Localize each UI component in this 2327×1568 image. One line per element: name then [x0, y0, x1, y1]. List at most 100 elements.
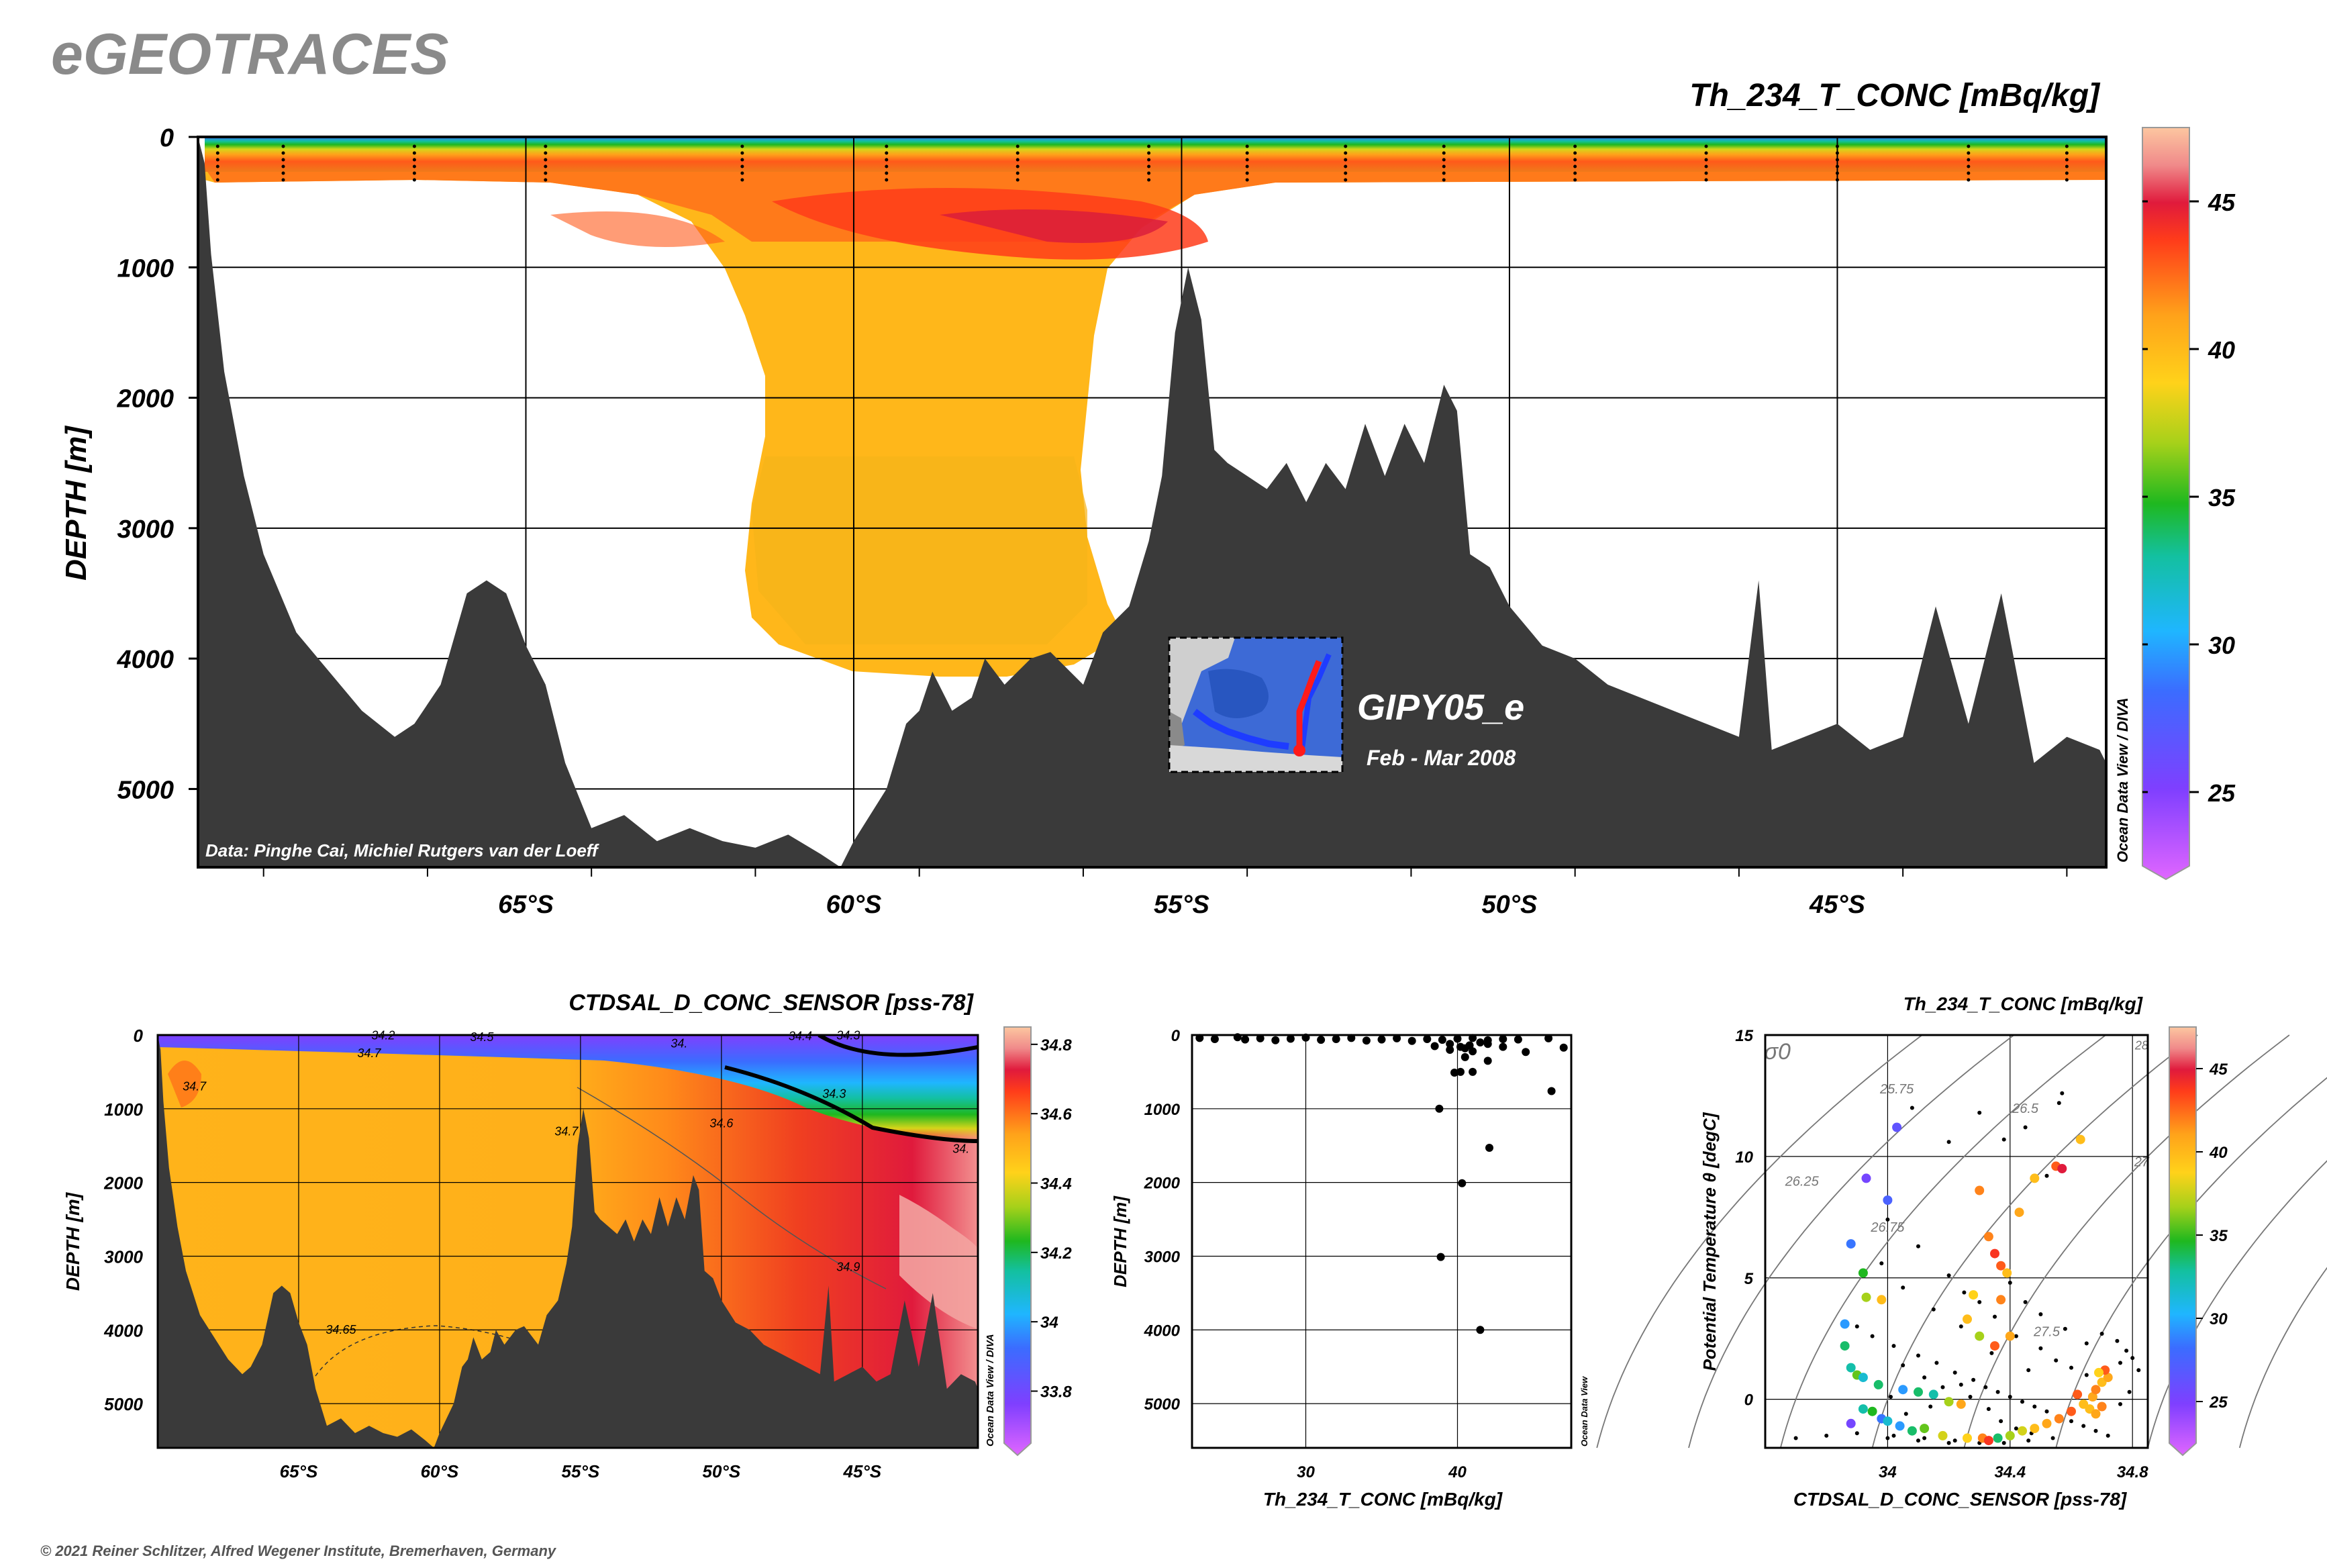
- ts-plot-background: [1765, 1035, 2148, 1448]
- ts-black-point: [1910, 1106, 1914, 1110]
- cruise-dates: Feb - Mar 2008: [1367, 746, 1516, 770]
- main-y-axis-ticks: 0 1000 2000 3000 4000 5000: [116, 124, 198, 804]
- profile-y-axis-ticks: 0 1000 2000 3000 4000 5000: [1144, 1027, 1181, 1414]
- th234-red-core: [940, 209, 1168, 243]
- ts-black-point: [1870, 1334, 1875, 1338]
- station-sample-dot: [1245, 158, 1249, 162]
- main-colorbar: [2142, 127, 2190, 881]
- station-sample-dot: [1704, 178, 1708, 182]
- ts-colored-point: [1867, 1406, 1877, 1416]
- station-sample-dot: [281, 151, 285, 155]
- profile-y-tick-label: 3000: [1144, 1248, 1181, 1266]
- ts-isopycnal-line: [1779, 1034, 2106, 1449]
- profile-data-point: [1446, 1040, 1454, 1048]
- ts-black-point: [2093, 1428, 2098, 1433]
- ts-black-point: [1986, 1407, 1991, 1412]
- station-sample-dot: [740, 171, 744, 175]
- ts-black-point: [1977, 1300, 1982, 1304]
- ts-black-point: [1891, 1433, 1896, 1438]
- main-colorbar-ticks: 25 30 35 40 45: [2142, 189, 2236, 807]
- salinity-x-tick-label: 60°S: [421, 1461, 459, 1481]
- ts-black-point: [1931, 1307, 1936, 1312]
- profile-data-point: [1559, 1043, 1568, 1052]
- station-sample-dot: [1835, 164, 1839, 168]
- ts-black-point: [2124, 1349, 2129, 1353]
- ts-isopycnal-label: 28: [2134, 1039, 2148, 1052]
- ts-black-point: [2008, 1395, 2012, 1399]
- ts-colored-point: [2005, 1430, 2015, 1440]
- ts-colored-point: [1873, 1379, 1883, 1389]
- salinity-contour-label: 34.4: [789, 1030, 812, 1043]
- ts-colored-point: [1846, 1418, 1856, 1428]
- profile-data-point: [1547, 1087, 1556, 1095]
- station-sample-dot: [2065, 144, 2069, 148]
- profile-data-point: [1544, 1034, 1553, 1042]
- ts-black-point: [1952, 1438, 1957, 1443]
- ts-colored-point: [1877, 1295, 1887, 1305]
- station-sample-dot: [1573, 164, 1577, 168]
- profile-y-axis-label: DEPTH [m]: [1110, 1195, 1130, 1287]
- station-sample-dot: [1147, 171, 1151, 175]
- ts-black-point: [1977, 1110, 1982, 1115]
- ts-black-point: [2136, 1368, 2141, 1373]
- ts-colored-point: [2075, 1134, 2085, 1144]
- ts-colored-point: [1969, 1290, 1979, 1300]
- ts-black-point: [2127, 1389, 2132, 1394]
- ts-black-point: [2130, 1356, 2135, 1361]
- ts-colored-point: [1892, 1122, 1902, 1132]
- profile-data-point: [1423, 1035, 1432, 1043]
- ts-isopycnal-line: [2055, 1077, 2327, 1449]
- inset-track-red: [1296, 660, 1322, 750]
- ts-colored-point: [1990, 1248, 1999, 1259]
- ts-black-point: [2044, 1409, 2049, 1414]
- ts-colored-point: [2091, 1409, 2101, 1419]
- ts-isopycnal-line: [1871, 1034, 2198, 1449]
- ts-colorbar-ticks: 25 30 35 40 45: [2196, 1061, 2228, 1412]
- station-sample-dot: [1967, 144, 1971, 148]
- station-sample-dot: [1245, 178, 1249, 182]
- station-sample-dot: [1016, 171, 1020, 175]
- ts-colorbar-tick-label: 30: [2210, 1310, 2228, 1328]
- ts-black-point: [1946, 1440, 1951, 1445]
- ts-colored-point: [1858, 1268, 1868, 1278]
- ts-black-point: [1824, 1433, 1829, 1438]
- station-sample-dot: [1573, 178, 1577, 182]
- ts-colored-point: [1883, 1416, 1893, 1426]
- ts-black-point: [1854, 1324, 1859, 1329]
- ts-black-point: [1983, 1385, 1988, 1389]
- station-sample-dot: [1245, 144, 1249, 148]
- profile-plot-frame: [1191, 1034, 1573, 1449]
- th234-upper-orange: [205, 168, 2106, 242]
- ts-colored-point: [1956, 1399, 1966, 1409]
- ts-black-point: [1885, 1436, 1890, 1440]
- station-sample-dot: [215, 171, 219, 175]
- station-sample-dot: [1967, 158, 1971, 162]
- ts-black-point: [1922, 1375, 1927, 1380]
- main-station-markers: [215, 144, 2069, 182]
- salinity-contour-label: 34.6: [709, 1116, 734, 1130]
- ts-colored-point: [2018, 1426, 2027, 1436]
- profile-x-axis-label: Th_234_T_CONC [mBq/kg]: [1263, 1489, 1503, 1510]
- salinity-watermark: Ocean Data View / DIVA: [985, 1334, 996, 1447]
- ts-colored-point: [2094, 1367, 2103, 1377]
- salinity-contour-34: [724, 1065, 978, 1143]
- station-sample-dot: [1442, 158, 1446, 162]
- ts-isopycnals: σ0 25.75 26.25 26.75 26.5 27 27.5 28: [1596, 1034, 2327, 1449]
- station-sample-dot: [1835, 171, 1839, 175]
- profile-data-point: [1435, 1104, 1444, 1113]
- ts-isopycnal-label: 26.75: [1870, 1220, 1905, 1235]
- main-section-plot: 0 1000 2000 3000 4000 5000 65°S 60°S 55°S 50°S 45…: [60, 124, 2236, 919]
- station-sample-dot: [1835, 178, 1839, 182]
- profile-data-point: [1469, 1067, 1477, 1076]
- ts-colored-point: [1883, 1195, 1893, 1205]
- salinity-contour-label: 34.7: [554, 1124, 579, 1138]
- main-x-axis-ticks: 65°S 60°S 55°S 50°S 45°S: [262, 867, 2068, 919]
- station-sample-dot: [544, 171, 548, 175]
- profile-y-tick-label: 4000: [1144, 1322, 1181, 1340]
- ts-black-point: [1959, 1324, 1963, 1329]
- ts-colored-point: [1983, 1436, 1993, 1446]
- main-x-tick-label: 65°S: [498, 891, 554, 919]
- ts-black-point: [2020, 1400, 2024, 1404]
- station-sample-dot: [1442, 171, 1446, 175]
- station-sample-dot: [544, 151, 548, 155]
